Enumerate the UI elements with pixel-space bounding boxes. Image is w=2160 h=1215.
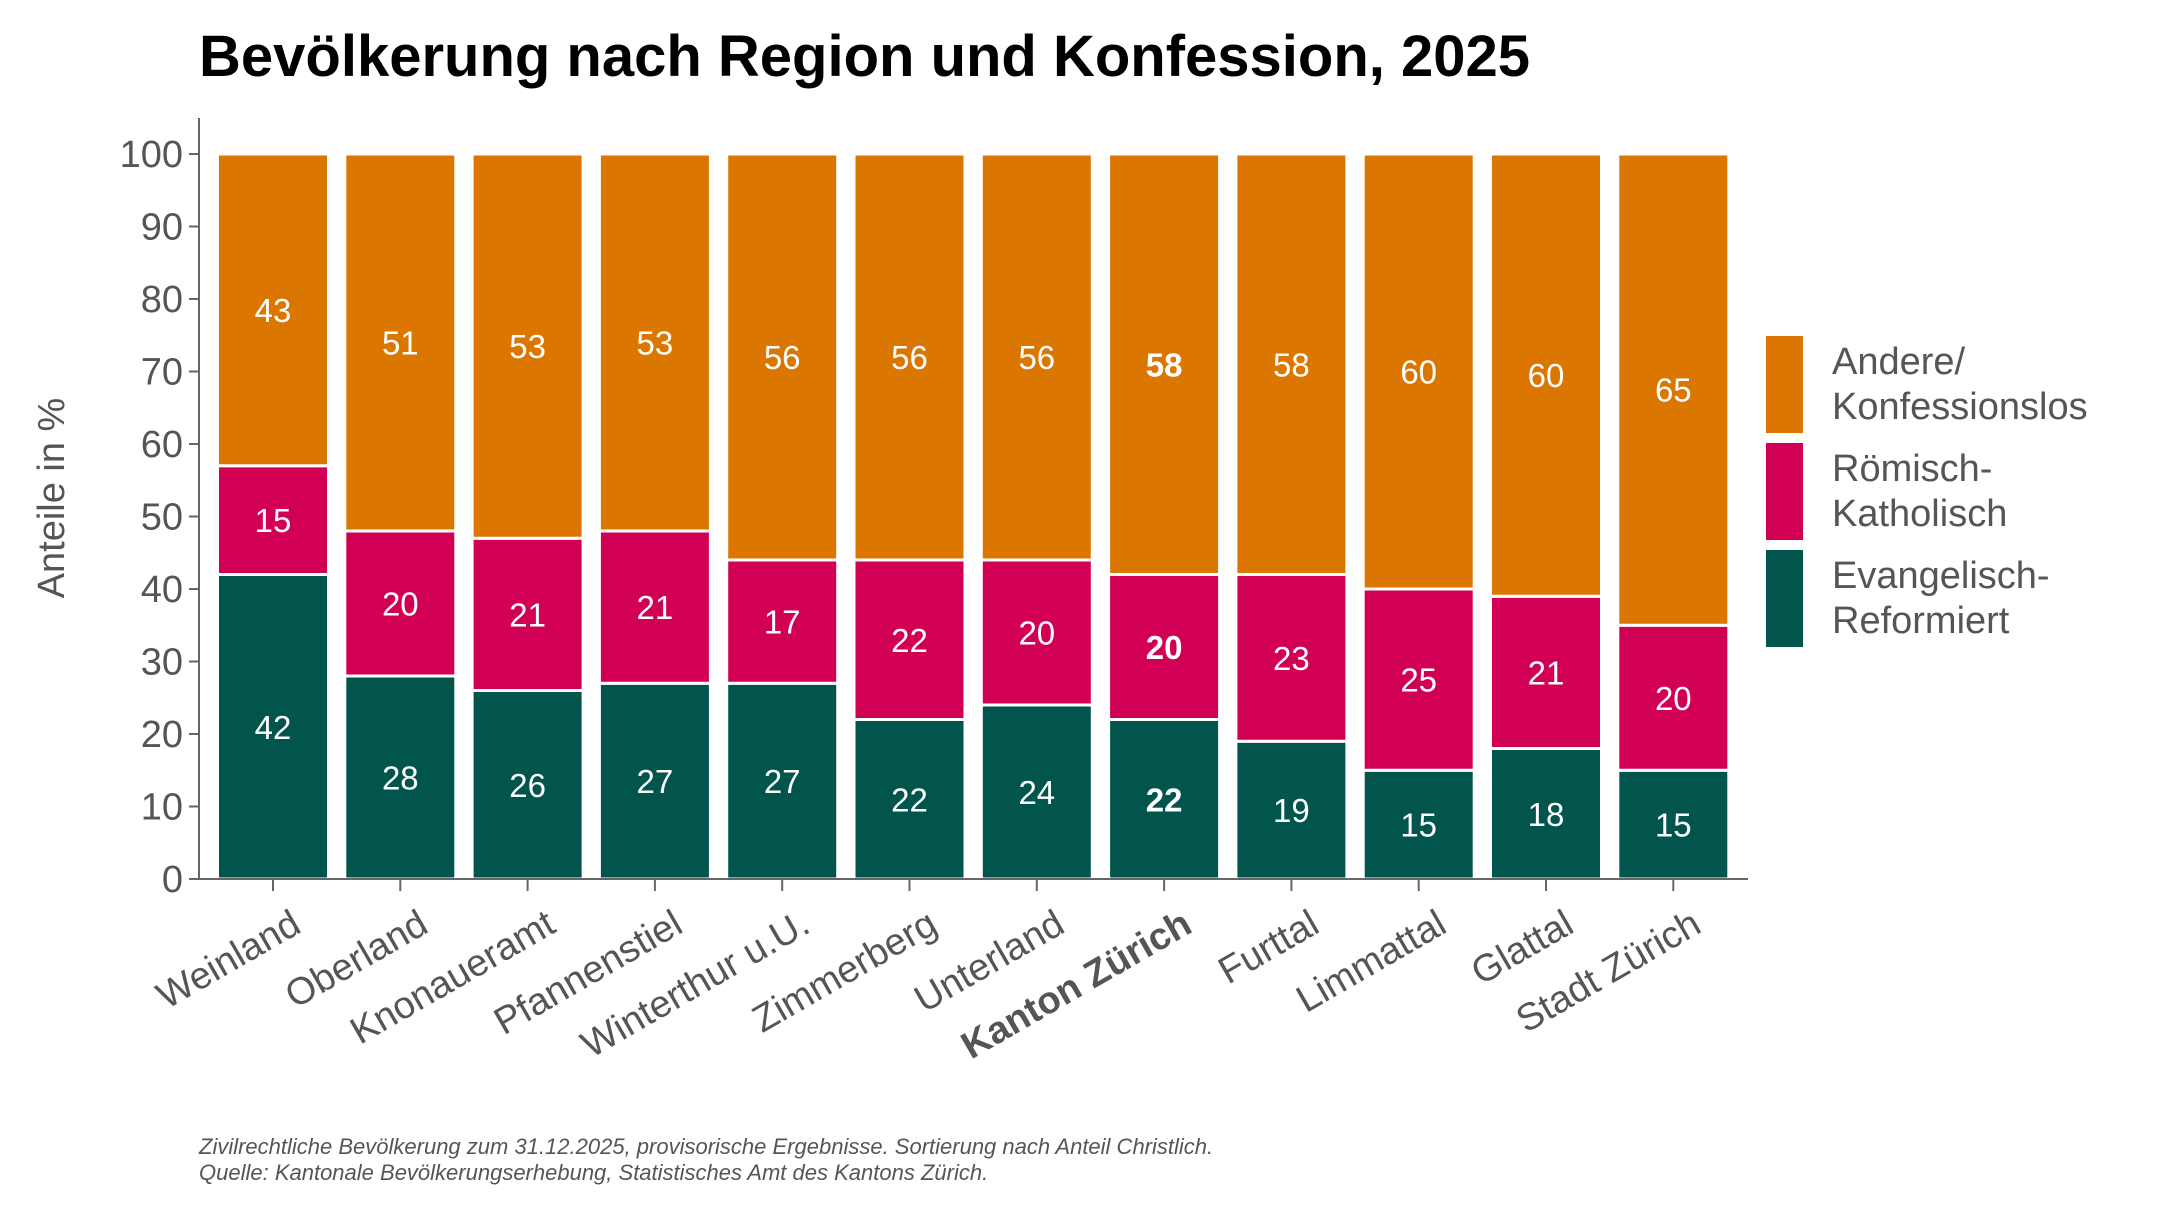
data-label: 22 <box>891 781 928 818</box>
bar-segment <box>852 558 967 721</box>
data-label: 21 <box>509 596 546 633</box>
data-label: 20 <box>382 586 419 623</box>
bar-segment <box>1107 718 1222 881</box>
data-label: 22 <box>1146 781 1183 818</box>
data-label: 26 <box>509 767 546 804</box>
y-tick-label: 20 <box>141 714 183 756</box>
bar-segment <box>1234 152 1349 576</box>
legend-label: Evangelisch- <box>1832 555 2050 597</box>
data-label: 51 <box>382 325 419 362</box>
bar-segment <box>597 152 712 533</box>
data-label: 53 <box>509 328 546 365</box>
bar-segment <box>470 152 585 540</box>
bar-segment <box>979 152 1094 562</box>
bar-segment <box>343 529 458 678</box>
y-axis: 0 10 20 30 40 50 60 70 80 90 100 <box>120 118 200 901</box>
bar-segment <box>470 536 585 692</box>
data-label: 58 <box>1273 346 1310 383</box>
y-tick-label: 30 <box>141 642 183 684</box>
x-tick-label: Weinland <box>150 902 308 1017</box>
bar-segment <box>1616 768 1731 881</box>
legend-swatch <box>1766 550 1803 647</box>
bar-segment <box>1361 768 1476 881</box>
footnote-line-2: Quelle: Kantonale Bevölkerungserhebung, … <box>199 1160 988 1185</box>
data-label: 20 <box>1146 629 1183 666</box>
data-label: 56 <box>764 339 801 376</box>
chart-title: Bevölkerung nach Region und Konfession, … <box>199 24 1530 89</box>
bar-segment <box>852 152 967 562</box>
data-label: 21 <box>637 589 674 626</box>
bar-segment <box>597 681 712 881</box>
bar-segment <box>852 718 967 881</box>
y-tick-label: 0 <box>162 859 183 901</box>
y-tick-label: 60 <box>141 424 183 466</box>
legend-label: Konfessionslos <box>1832 386 2088 428</box>
y-tick-label: 100 <box>120 134 183 176</box>
y-tick-label: 70 <box>141 352 183 394</box>
legend-label: Reformiert <box>1832 600 2010 642</box>
data-label: 43 <box>255 292 292 329</box>
legend-swatch <box>1766 336 1803 433</box>
legend-swatch <box>1766 443 1803 540</box>
data-label: 15 <box>255 502 292 539</box>
y-tick-label: 40 <box>141 569 183 611</box>
y-tick-label: 90 <box>141 207 183 249</box>
data-label: 15 <box>1655 807 1692 844</box>
bar-segment <box>1107 152 1222 576</box>
bar-segment <box>343 152 458 533</box>
data-label: 53 <box>637 325 674 362</box>
bar-segment <box>216 573 330 881</box>
data-label: 17 <box>764 604 801 641</box>
data-label: 21 <box>1528 654 1565 691</box>
data-label: 58 <box>1146 346 1183 383</box>
bar-segment <box>1234 739 1349 881</box>
data-label: 23 <box>1273 640 1310 677</box>
y-tick-label: 80 <box>141 279 183 321</box>
data-label: 24 <box>1018 774 1055 811</box>
bar-segment <box>597 529 712 685</box>
data-label: 27 <box>764 763 801 800</box>
data-label: 65 <box>1655 372 1692 409</box>
data-label: 60 <box>1528 357 1565 394</box>
bar-segment <box>1361 587 1476 772</box>
bar-segment <box>1489 152 1603 598</box>
x-axis: WeinlandOberlandKnonaueramtPfannenstielW… <box>150 878 1748 1068</box>
legend-label: Römisch- <box>1832 448 1992 490</box>
data-label: 56 <box>891 339 928 376</box>
bar-segment <box>979 703 1094 881</box>
data-label: 15 <box>1400 807 1437 844</box>
bar-segment <box>470 689 585 881</box>
data-label: 20 <box>1655 680 1692 717</box>
y-tick-label: 10 <box>141 787 183 829</box>
data-label: 28 <box>382 760 419 797</box>
data-label: 42 <box>255 709 292 746</box>
footnote-line-1: Zivilrechtliche Bevölkerung zum 31.12.20… <box>198 1134 1213 1159</box>
data-label: 19 <box>1273 792 1310 829</box>
data-label: 18 <box>1528 796 1565 833</box>
y-axis-label: Anteile in % <box>31 398 73 599</box>
data-label: 22 <box>891 622 928 659</box>
legend: Andere/Konfessionslos Römisch-Katholisch E… <box>1766 336 2088 647</box>
data-label: 25 <box>1400 662 1437 699</box>
legend-label: Katholisch <box>1832 493 2007 535</box>
bar-segment <box>1107 573 1222 721</box>
bars: 42 15 43 28 20 51 26 21 53 27 21 53 27 17 56 22 22 56 24 20… <box>216 152 1731 881</box>
bar-segment <box>1489 594 1603 750</box>
data-label: 27 <box>637 763 674 800</box>
y-tick-label: 50 <box>141 497 183 539</box>
data-label: 56 <box>1018 339 1055 376</box>
bar-segment <box>1616 152 1731 627</box>
bar-segment <box>725 152 840 562</box>
bar-segment <box>1234 573 1349 743</box>
legend-label: Andere/ <box>1832 341 1966 383</box>
data-label: 20 <box>1018 615 1055 652</box>
bar-segment <box>1361 152 1476 591</box>
data-label: 60 <box>1400 354 1437 391</box>
bar-segment <box>216 152 330 468</box>
bar-segment <box>725 558 840 685</box>
